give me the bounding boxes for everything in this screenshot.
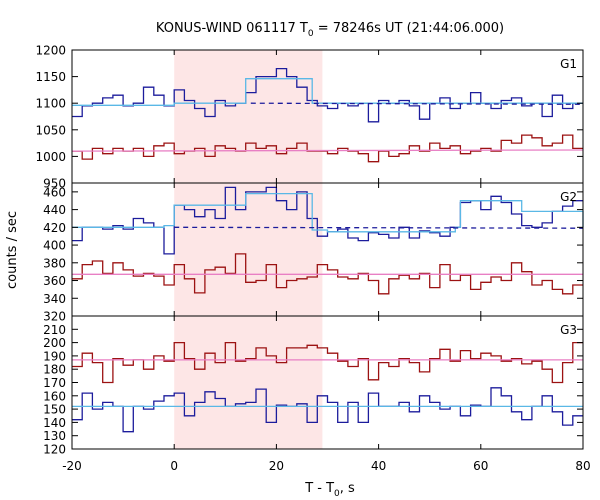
xtick-label: 60: [473, 459, 488, 473]
xtick-label: 80: [575, 459, 590, 473]
g3-ytick-label: 160: [43, 389, 66, 403]
chart-title: KONUS-WIND 061117 T0 = 78246s UT (21:44:…: [156, 21, 504, 39]
g2-ytick-label: 360: [43, 274, 66, 288]
xtick-label: -20: [62, 459, 82, 473]
xtick-label: 0: [170, 459, 178, 473]
g3-ytick-label: 170: [43, 376, 66, 390]
g1-ytick-label: 1100: [35, 97, 66, 111]
g1-series-blue-3: [250, 102, 584, 105]
g3-panel-label: G3: [560, 323, 577, 337]
xtick-label: 20: [269, 459, 284, 473]
g1-series-blue-0: [72, 67, 583, 123]
xtick-label: 40: [371, 459, 386, 473]
g2-series-blue-0: [72, 186, 583, 255]
g2-ytick-label: 320: [43, 310, 66, 324]
g2-ytick-label: 400: [43, 239, 66, 253]
g2-ytick-label: 340: [43, 292, 66, 306]
axis-ticks: 9501000105011001150120032034036038040042…: [35, 44, 590, 474]
g3-panel-frame: [71, 315, 584, 450]
g2-ytick-label: 440: [43, 203, 66, 217]
g1-series-red-1: [72, 134, 583, 163]
g3-ytick-label: 120: [43, 443, 66, 457]
g1-ytick-label: 1200: [35, 44, 66, 58]
trigger-interval-shade: [174, 50, 323, 449]
g3-series-blue-0: [72, 387, 583, 433]
g1-ytick-label: 1050: [35, 123, 66, 137]
g3-series-red-1: [72, 341, 583, 384]
trigger-interval-shading: [174, 50, 323, 449]
g2-ytick-label: 460: [43, 185, 66, 199]
g3-ytick-label: 150: [43, 403, 66, 417]
g1-series-cyan-2: [72, 78, 583, 106]
g1-panel-frame: [71, 49, 584, 184]
g1-ytick-label: 1150: [35, 70, 66, 84]
g2-series-cyan-2: [72, 192, 584, 233]
g2-panel-label: G2: [560, 190, 577, 204]
x-axis-label: T - T0, s: [304, 481, 355, 499]
g2-ytick-label: 380: [43, 256, 66, 270]
g1-series-pink-4: [71, 149, 584, 152]
y-axis-label: counts / sec: [5, 211, 20, 289]
g1-ytick-label: 1000: [35, 150, 66, 164]
g2-ytick-label: 420: [43, 221, 66, 235]
g1-ytick-label: 950: [43, 177, 66, 191]
g3-ytick-label: 130: [43, 429, 66, 443]
series-layer: [71, 67, 584, 433]
panel-frames: G1 G2 G3: [71, 49, 584, 450]
g1-panel-label: G1: [560, 57, 577, 71]
g3-ytick-label: 210: [43, 323, 66, 337]
g3-ytick-label: 190: [43, 349, 66, 363]
g3-ytick-label: 200: [43, 336, 66, 350]
g3-ytick-label: 140: [43, 416, 66, 430]
g3-ytick-label: 180: [43, 363, 66, 377]
g2-series-red-1: [72, 253, 583, 295]
